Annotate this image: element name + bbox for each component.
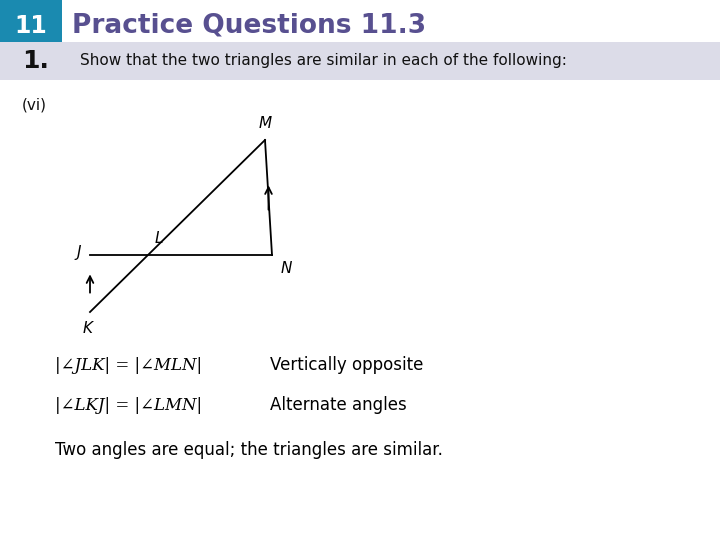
- Text: Vertically opposite: Vertically opposite: [270, 356, 423, 374]
- Text: M: M: [258, 116, 271, 131]
- Text: J: J: [76, 245, 81, 260]
- Text: Two angles are equal; the triangles are similar.: Two angles are equal; the triangles are …: [55, 441, 443, 459]
- Text: K: K: [83, 321, 93, 336]
- Text: L: L: [155, 231, 163, 246]
- Text: Show that the two triangles are similar in each of the following:: Show that the two triangles are similar …: [80, 53, 567, 69]
- Text: 11: 11: [14, 14, 48, 38]
- FancyBboxPatch shape: [0, 42, 720, 80]
- Text: |∠LKJ| = |∠LMN|: |∠LKJ| = |∠LMN|: [55, 396, 202, 414]
- Text: (vi): (vi): [22, 98, 47, 112]
- FancyBboxPatch shape: [0, 0, 62, 52]
- Text: Practice Questions 11.3: Practice Questions 11.3: [72, 13, 426, 39]
- Text: N: N: [281, 261, 292, 276]
- Text: |∠JLK| = |∠MLN|: |∠JLK| = |∠MLN|: [55, 356, 202, 374]
- Text: Alternate angles: Alternate angles: [270, 396, 407, 414]
- Text: 1.: 1.: [22, 49, 49, 73]
